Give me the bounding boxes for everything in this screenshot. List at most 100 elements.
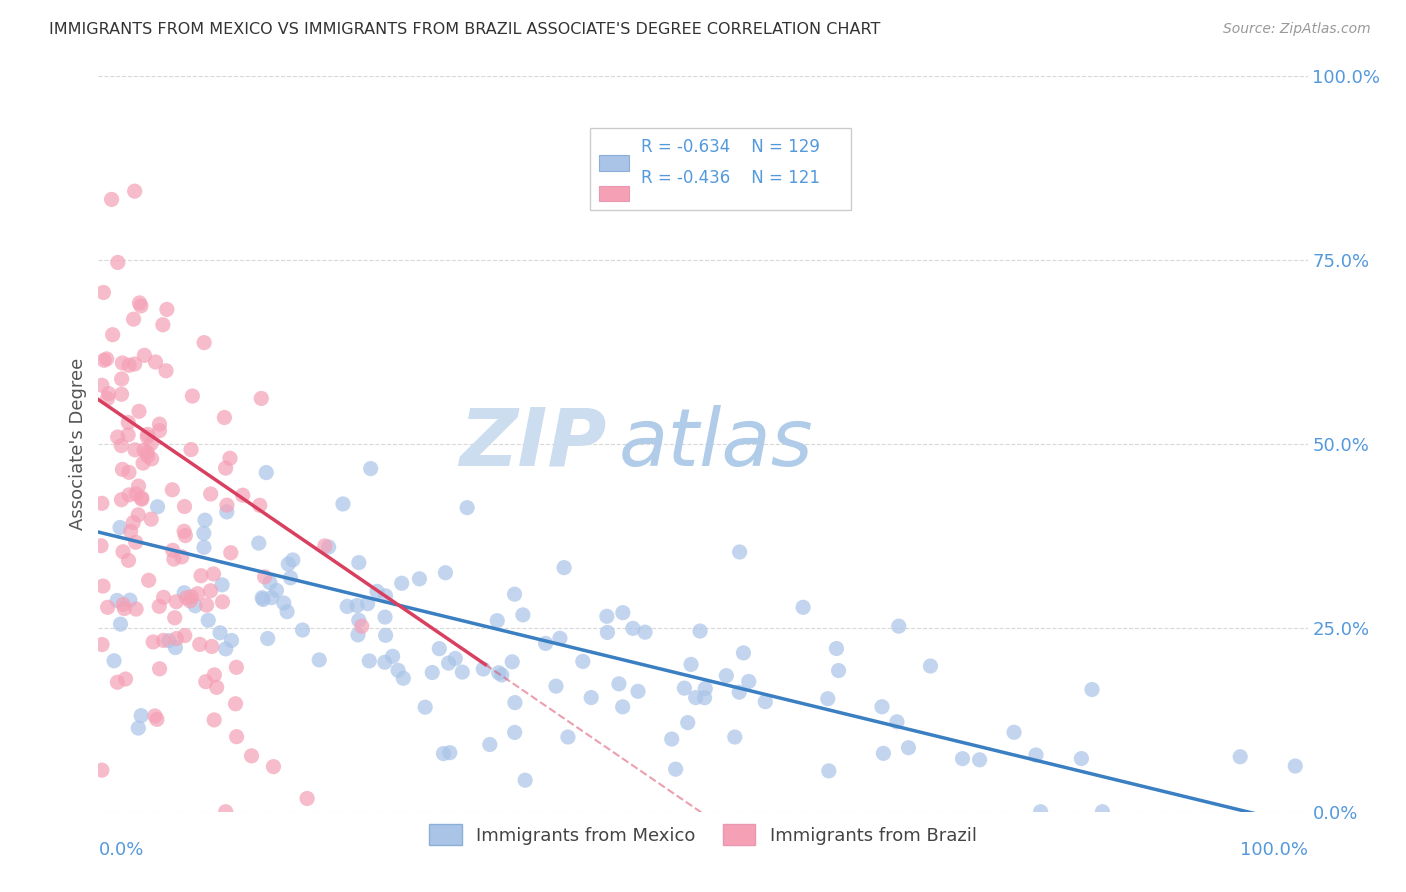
Point [503, 696, 526, 710]
Point [201, 640, 224, 654]
Point [202, 566, 225, 581]
Point [374, 610, 396, 624]
Point [165, 595, 187, 609]
Point [105, 675, 128, 690]
Point [1081, 682, 1104, 697]
Point [173, 586, 195, 600]
Point [503, 587, 526, 601]
Point [173, 524, 195, 539]
Point [117, 416, 139, 430]
Point [553, 560, 575, 574]
Point [408, 572, 430, 586]
Point [273, 596, 295, 610]
Point [607, 677, 630, 691]
Point [437, 656, 460, 670]
Point [138, 574, 160, 588]
Point [817, 691, 839, 706]
Point [180, 442, 202, 457]
Point [122, 312, 145, 326]
Point [318, 540, 340, 554]
Point [181, 389, 204, 403]
Point [439, 746, 461, 760]
Point [110, 492, 132, 507]
Point [118, 358, 141, 372]
Point [280, 571, 302, 585]
Point [488, 665, 510, 680]
Point [193, 541, 215, 555]
Point [336, 599, 359, 614]
Point [162, 543, 184, 558]
Point [381, 649, 404, 664]
Point [501, 655, 523, 669]
Point [128, 479, 150, 493]
Point [128, 296, 150, 310]
Point [314, 539, 336, 553]
Point [157, 633, 180, 648]
Point [1025, 747, 1047, 762]
Point [420, 665, 443, 680]
Point [152, 591, 174, 605]
Point [240, 748, 263, 763]
Point [478, 738, 501, 752]
Point [173, 500, 195, 514]
Point [148, 424, 170, 438]
Point [93, 285, 115, 300]
Text: 100.0%: 100.0% [1240, 841, 1308, 859]
Point [188, 637, 211, 651]
Point [1091, 805, 1114, 819]
Point [221, 633, 243, 648]
Point [634, 625, 657, 640]
Point [156, 302, 179, 317]
Point [176, 591, 198, 605]
Legend: Immigrants from Mexico, Immigrants from Brazil: Immigrants from Mexico, Immigrants from … [420, 815, 986, 855]
Point [572, 655, 595, 669]
Point [728, 685, 751, 699]
Point [214, 461, 236, 475]
Point [360, 461, 382, 475]
Point [114, 672, 136, 686]
Point [90, 763, 112, 777]
Point [754, 695, 776, 709]
Point [1029, 805, 1052, 819]
Point [374, 655, 396, 669]
Point [887, 619, 910, 633]
Point [308, 653, 330, 667]
Point [276, 605, 298, 619]
Point [661, 732, 683, 747]
Point [548, 632, 571, 646]
Point [557, 730, 579, 744]
Point [179, 594, 201, 608]
Point [693, 690, 716, 705]
Point [136, 445, 159, 459]
Point [128, 404, 150, 418]
Point [103, 654, 125, 668]
Point [143, 709, 166, 723]
Point [111, 356, 134, 370]
Point [219, 546, 242, 560]
Point [427, 641, 450, 656]
Point [118, 488, 141, 502]
Point [250, 392, 273, 406]
Point [195, 598, 218, 612]
Point [621, 621, 644, 635]
Point [253, 570, 276, 584]
Point [262, 759, 284, 773]
Point [105, 593, 128, 607]
Point [174, 528, 197, 542]
Point [579, 690, 602, 705]
Point [93, 353, 115, 368]
Point [118, 466, 141, 480]
Point [120, 524, 142, 539]
Point [486, 614, 509, 628]
Point [141, 436, 163, 450]
Point [91, 579, 114, 593]
Point [96, 392, 118, 406]
Point [111, 372, 134, 386]
Point [97, 600, 120, 615]
Y-axis label: Associate's Degree: Associate's Degree [69, 358, 87, 530]
Point [695, 681, 717, 696]
Point [110, 617, 132, 632]
Point [173, 629, 195, 643]
Text: ZIP: ZIP [458, 405, 606, 483]
Point [131, 492, 153, 507]
